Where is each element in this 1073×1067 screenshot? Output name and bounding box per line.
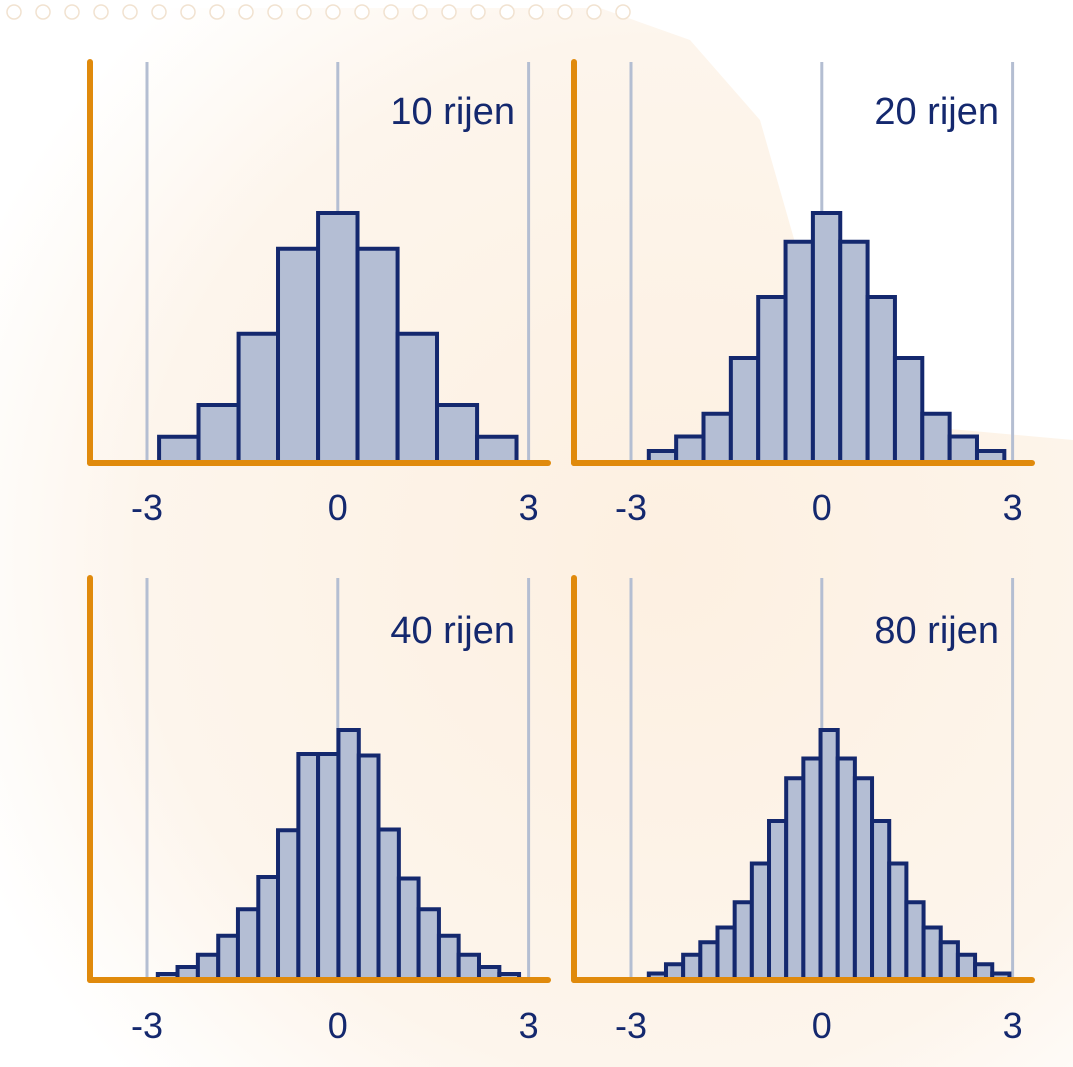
histogram-bar <box>783 239 815 465</box>
histogram-bar <box>887 861 909 982</box>
histogram-bar <box>316 752 341 982</box>
histogram-bar <box>955 952 978 982</box>
histogram-panel-3: -3 0 3 40 rijen <box>87 575 551 1046</box>
histogram-bar <box>818 728 840 982</box>
histogram-bar <box>838 239 870 465</box>
binder-hole-icon <box>93 4 109 20</box>
histogram-bar <box>336 728 361 982</box>
histogram-bar <box>236 331 281 465</box>
histogram-bar <box>196 403 241 465</box>
histogram-bar <box>801 756 823 982</box>
binder-hole-icon <box>296 4 312 20</box>
histogram-bar <box>715 925 737 982</box>
histogram-bar <box>435 403 480 465</box>
histogram-bar <box>767 819 789 982</box>
panel-title: 40 rijen <box>390 610 515 652</box>
x-tick-label: 0 <box>328 1005 348 1046</box>
histogram-bar <box>316 211 360 465</box>
binder-hole-icon <box>412 4 428 20</box>
histogram-panel-1: -3 0 3 10 rijen <box>87 59 551 528</box>
binder-holes <box>6 4 631 20</box>
histogram-bar <box>784 776 806 982</box>
histogram-bar <box>810 211 843 465</box>
histogram-bar <box>256 875 281 982</box>
binder-hole-icon <box>64 4 80 20</box>
binder-hole-icon <box>586 4 602 20</box>
histogram-bar <box>852 776 875 982</box>
binder-hole-icon <box>180 4 196 20</box>
binder-hole-icon <box>35 4 51 20</box>
binder-hole-icon <box>383 4 399 20</box>
histogram-bar <box>195 952 221 982</box>
histogram-bar <box>728 356 761 465</box>
x-tick-label: -3 <box>131 487 163 528</box>
panel-title: 10 rijen <box>390 91 515 133</box>
histogram-bar <box>276 246 321 465</box>
x-tick-label: -3 <box>615 1005 647 1046</box>
binder-hole-icon <box>441 4 457 20</box>
histogram-bar <box>235 907 261 982</box>
x-tick-label: 0 <box>328 487 348 528</box>
x-tick-label: 0 <box>812 1005 832 1046</box>
histogram-bar <box>376 827 401 982</box>
x-tick-label: 3 <box>519 1005 539 1046</box>
histogram-bar <box>749 861 772 982</box>
x-tick-label: 3 <box>1003 487 1023 528</box>
histogram-panel-2: -3 0 3 20 rijen <box>571 59 1035 528</box>
panel-title: 80 rijen <box>874 610 999 652</box>
panel-title: 20 rijen <box>874 91 999 133</box>
histogram-bar <box>947 434 979 465</box>
histogram-bar <box>674 434 706 465</box>
histogram-bar <box>157 434 201 465</box>
histogram-bar <box>396 876 421 982</box>
histogram-bar <box>436 933 461 982</box>
histogram-bar <box>756 295 788 465</box>
binder-hole-icon <box>499 4 515 20</box>
histogram-bar <box>870 819 892 982</box>
binder-hole-icon <box>557 4 573 20</box>
histogram-bar <box>416 907 441 982</box>
histogram-bar <box>904 900 926 982</box>
histogram-bar <box>698 940 720 982</box>
binder-hole-icon <box>528 4 544 20</box>
histogram-bar <box>456 952 481 982</box>
histogram-bar <box>732 900 754 982</box>
binder-hole-icon <box>6 4 22 20</box>
histogram-bar <box>681 952 703 982</box>
histogram-bar <box>276 828 301 982</box>
histogram-panel-4: -3 0 3 80 rijen <box>571 575 1035 1046</box>
histogram-bar <box>395 331 440 465</box>
histogram-bar <box>865 295 897 465</box>
histogram-bar <box>938 940 960 982</box>
x-tick-label: 3 <box>1003 1005 1023 1046</box>
histogram-bar <box>701 411 733 465</box>
binder-hole-icon <box>238 4 254 20</box>
x-tick-label: -3 <box>615 487 647 528</box>
binder-hole-icon <box>354 4 370 20</box>
binder-hole-icon <box>267 4 283 20</box>
binder-hole-icon <box>615 4 631 20</box>
histogram-bar <box>355 246 400 465</box>
binder-hole-icon <box>122 4 138 20</box>
histogram-bar <box>475 434 519 465</box>
x-tick-label: -3 <box>131 1005 163 1046</box>
histogram-bar <box>920 411 952 465</box>
chart-panels: -3 0 3 10 rijen -3 0 3 20 rijen -3 0 3 40 rijen -3 0 3… <box>87 59 1035 1046</box>
histogram-bar <box>296 752 321 982</box>
histogram-bar <box>216 933 240 982</box>
binder-hole-icon <box>325 4 341 20</box>
x-tick-label: 3 <box>519 487 539 528</box>
binder-hole-icon <box>209 4 225 20</box>
histogram-bar <box>892 356 925 465</box>
x-tick-label: 0 <box>812 487 832 528</box>
binder-hole-icon <box>151 4 167 20</box>
binder-hole-icon <box>470 4 486 20</box>
histogram-bar <box>835 756 857 982</box>
histogram-bar <box>356 753 381 982</box>
histogram-bar <box>921 925 943 982</box>
